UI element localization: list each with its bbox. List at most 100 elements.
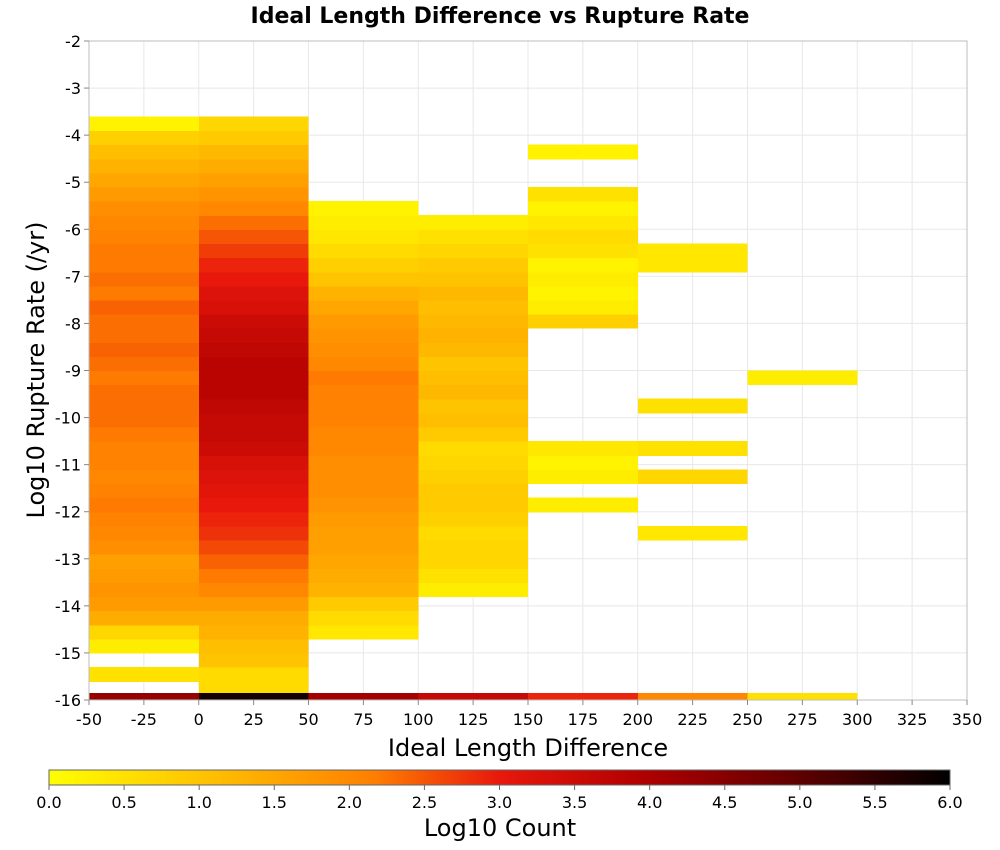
heatmap-cell xyxy=(747,370,858,386)
heatmap-cell xyxy=(198,158,309,174)
heatmap-cell xyxy=(198,610,309,626)
heatmap-cell xyxy=(89,201,199,216)
heatmap-cell xyxy=(198,681,309,696)
colorbar-tick-label: 2.5 xyxy=(412,793,437,812)
heatmap-cell xyxy=(308,692,419,700)
y-tick-label: -16 xyxy=(55,691,81,710)
heatmap-cell xyxy=(198,483,309,499)
heatmap-cell xyxy=(89,483,199,499)
heatmap-cell xyxy=(418,243,528,259)
heatmap-cell xyxy=(89,554,199,569)
y-tick-label: -9 xyxy=(65,362,81,381)
heatmap-cell xyxy=(418,384,528,400)
y-tick-label: -6 xyxy=(65,220,81,239)
heatmap-cell xyxy=(418,257,528,273)
x-axis-label: Ideal Length Difference xyxy=(388,734,668,762)
heatmap-cell xyxy=(418,412,528,428)
heatmap-cell xyxy=(198,497,309,513)
heatmap-cell xyxy=(308,610,419,626)
colorbar-ticks: 0.0 0.5 1.0 1.5 2.0 2.5 3.0 3.5 4.0 4.5 5.0 5.5 6.0 xyxy=(36,785,963,812)
heatmap-cell xyxy=(198,455,309,470)
heatmap-cell xyxy=(89,328,199,343)
y-tick-label: -15 xyxy=(55,644,81,663)
heatmap-cell xyxy=(308,624,419,640)
heatmap-cell xyxy=(89,130,199,146)
x-tick-label: 25 xyxy=(243,710,263,729)
heatmap-cell xyxy=(418,426,528,442)
heatmap-cell xyxy=(418,271,528,287)
heatmap-cell xyxy=(89,257,199,273)
heatmap-cell xyxy=(198,568,309,583)
heatmap-cell xyxy=(308,271,419,287)
heatmap-cell xyxy=(89,455,199,470)
heatmap-cell xyxy=(308,469,419,485)
heatmap-cell xyxy=(89,582,199,598)
heatmap-cell xyxy=(198,667,309,682)
heatmap-cell xyxy=(89,172,199,188)
heatmap-cell xyxy=(418,299,528,315)
heatmap-cell xyxy=(89,426,199,442)
heatmap-cell xyxy=(418,469,528,485)
heatmap-cell xyxy=(308,568,419,583)
y-tick-label: -2 xyxy=(65,32,81,51)
heatmap-cell xyxy=(89,525,199,541)
heatmap-cell xyxy=(198,554,309,569)
y-tick-label: -3 xyxy=(65,79,81,98)
heatmap-cell xyxy=(418,314,528,329)
heatmap-cell xyxy=(308,285,419,301)
x-tick-label: 100 xyxy=(403,710,434,729)
heatmap-cell xyxy=(89,596,199,612)
heatmap-cell xyxy=(308,243,419,259)
heatmap-cell xyxy=(418,441,528,456)
x-tick-label: 75 xyxy=(353,710,373,729)
heatmap-cell xyxy=(308,455,419,470)
heatmap-cell xyxy=(747,692,858,700)
heatmap-cell xyxy=(198,638,309,654)
colorbar-tick-label: 0.0 xyxy=(36,793,61,812)
heatmap-cell xyxy=(418,328,528,343)
heatmap-cell xyxy=(308,314,419,329)
colorbar-tick-label: 5.5 xyxy=(862,793,887,812)
heatmap-cell xyxy=(528,469,638,485)
colorbar-tick-label: 5.0 xyxy=(787,793,812,812)
heatmap-cell xyxy=(89,610,199,626)
x-tick-label: 50 xyxy=(298,710,318,729)
heatmap-cell xyxy=(198,328,309,343)
heatmap-cell xyxy=(198,441,309,456)
y-tick-label: -12 xyxy=(55,503,81,522)
heatmap-cell xyxy=(418,455,528,470)
heatmap-cell xyxy=(418,539,528,555)
heatmap-cell xyxy=(89,412,199,428)
heatmap-cell xyxy=(198,285,309,301)
y-tick-label: -7 xyxy=(65,267,81,286)
heatmap-cell xyxy=(198,356,309,372)
colorbar-tick-label: 6.0 xyxy=(937,793,962,812)
heatmap-cell xyxy=(198,172,309,188)
heatmap-cell xyxy=(89,342,199,357)
heatmap-cell xyxy=(308,201,419,216)
heatmap-cell xyxy=(89,116,199,132)
heatmap-cell xyxy=(308,539,419,555)
heatmap-cell xyxy=(89,692,199,700)
heatmap-cell xyxy=(89,229,199,245)
x-tick-label: 325 xyxy=(897,710,928,729)
heatmap-cell xyxy=(198,130,309,146)
heatmap-cell xyxy=(308,582,419,598)
heatmap-cell xyxy=(198,692,309,700)
heatmap-cell xyxy=(89,384,199,400)
heatmap-cell xyxy=(198,398,309,414)
colorbar-tick-label: 4.5 xyxy=(712,793,737,812)
heatmap-cell xyxy=(198,116,309,132)
heatmap-cell xyxy=(198,412,309,428)
heatmap-cell xyxy=(89,638,199,654)
heatmap-cell xyxy=(418,483,528,499)
heatmap-cell xyxy=(308,554,419,569)
heatmap-cell xyxy=(418,525,528,541)
heatmap-cell xyxy=(528,497,638,513)
heatmap-cell xyxy=(528,299,638,315)
heatmap-cell xyxy=(198,596,309,612)
heatmap-cell xyxy=(308,483,419,499)
heatmap-cells xyxy=(89,116,858,700)
heatmap-cell xyxy=(308,441,419,456)
heatmap-cell xyxy=(89,243,199,259)
